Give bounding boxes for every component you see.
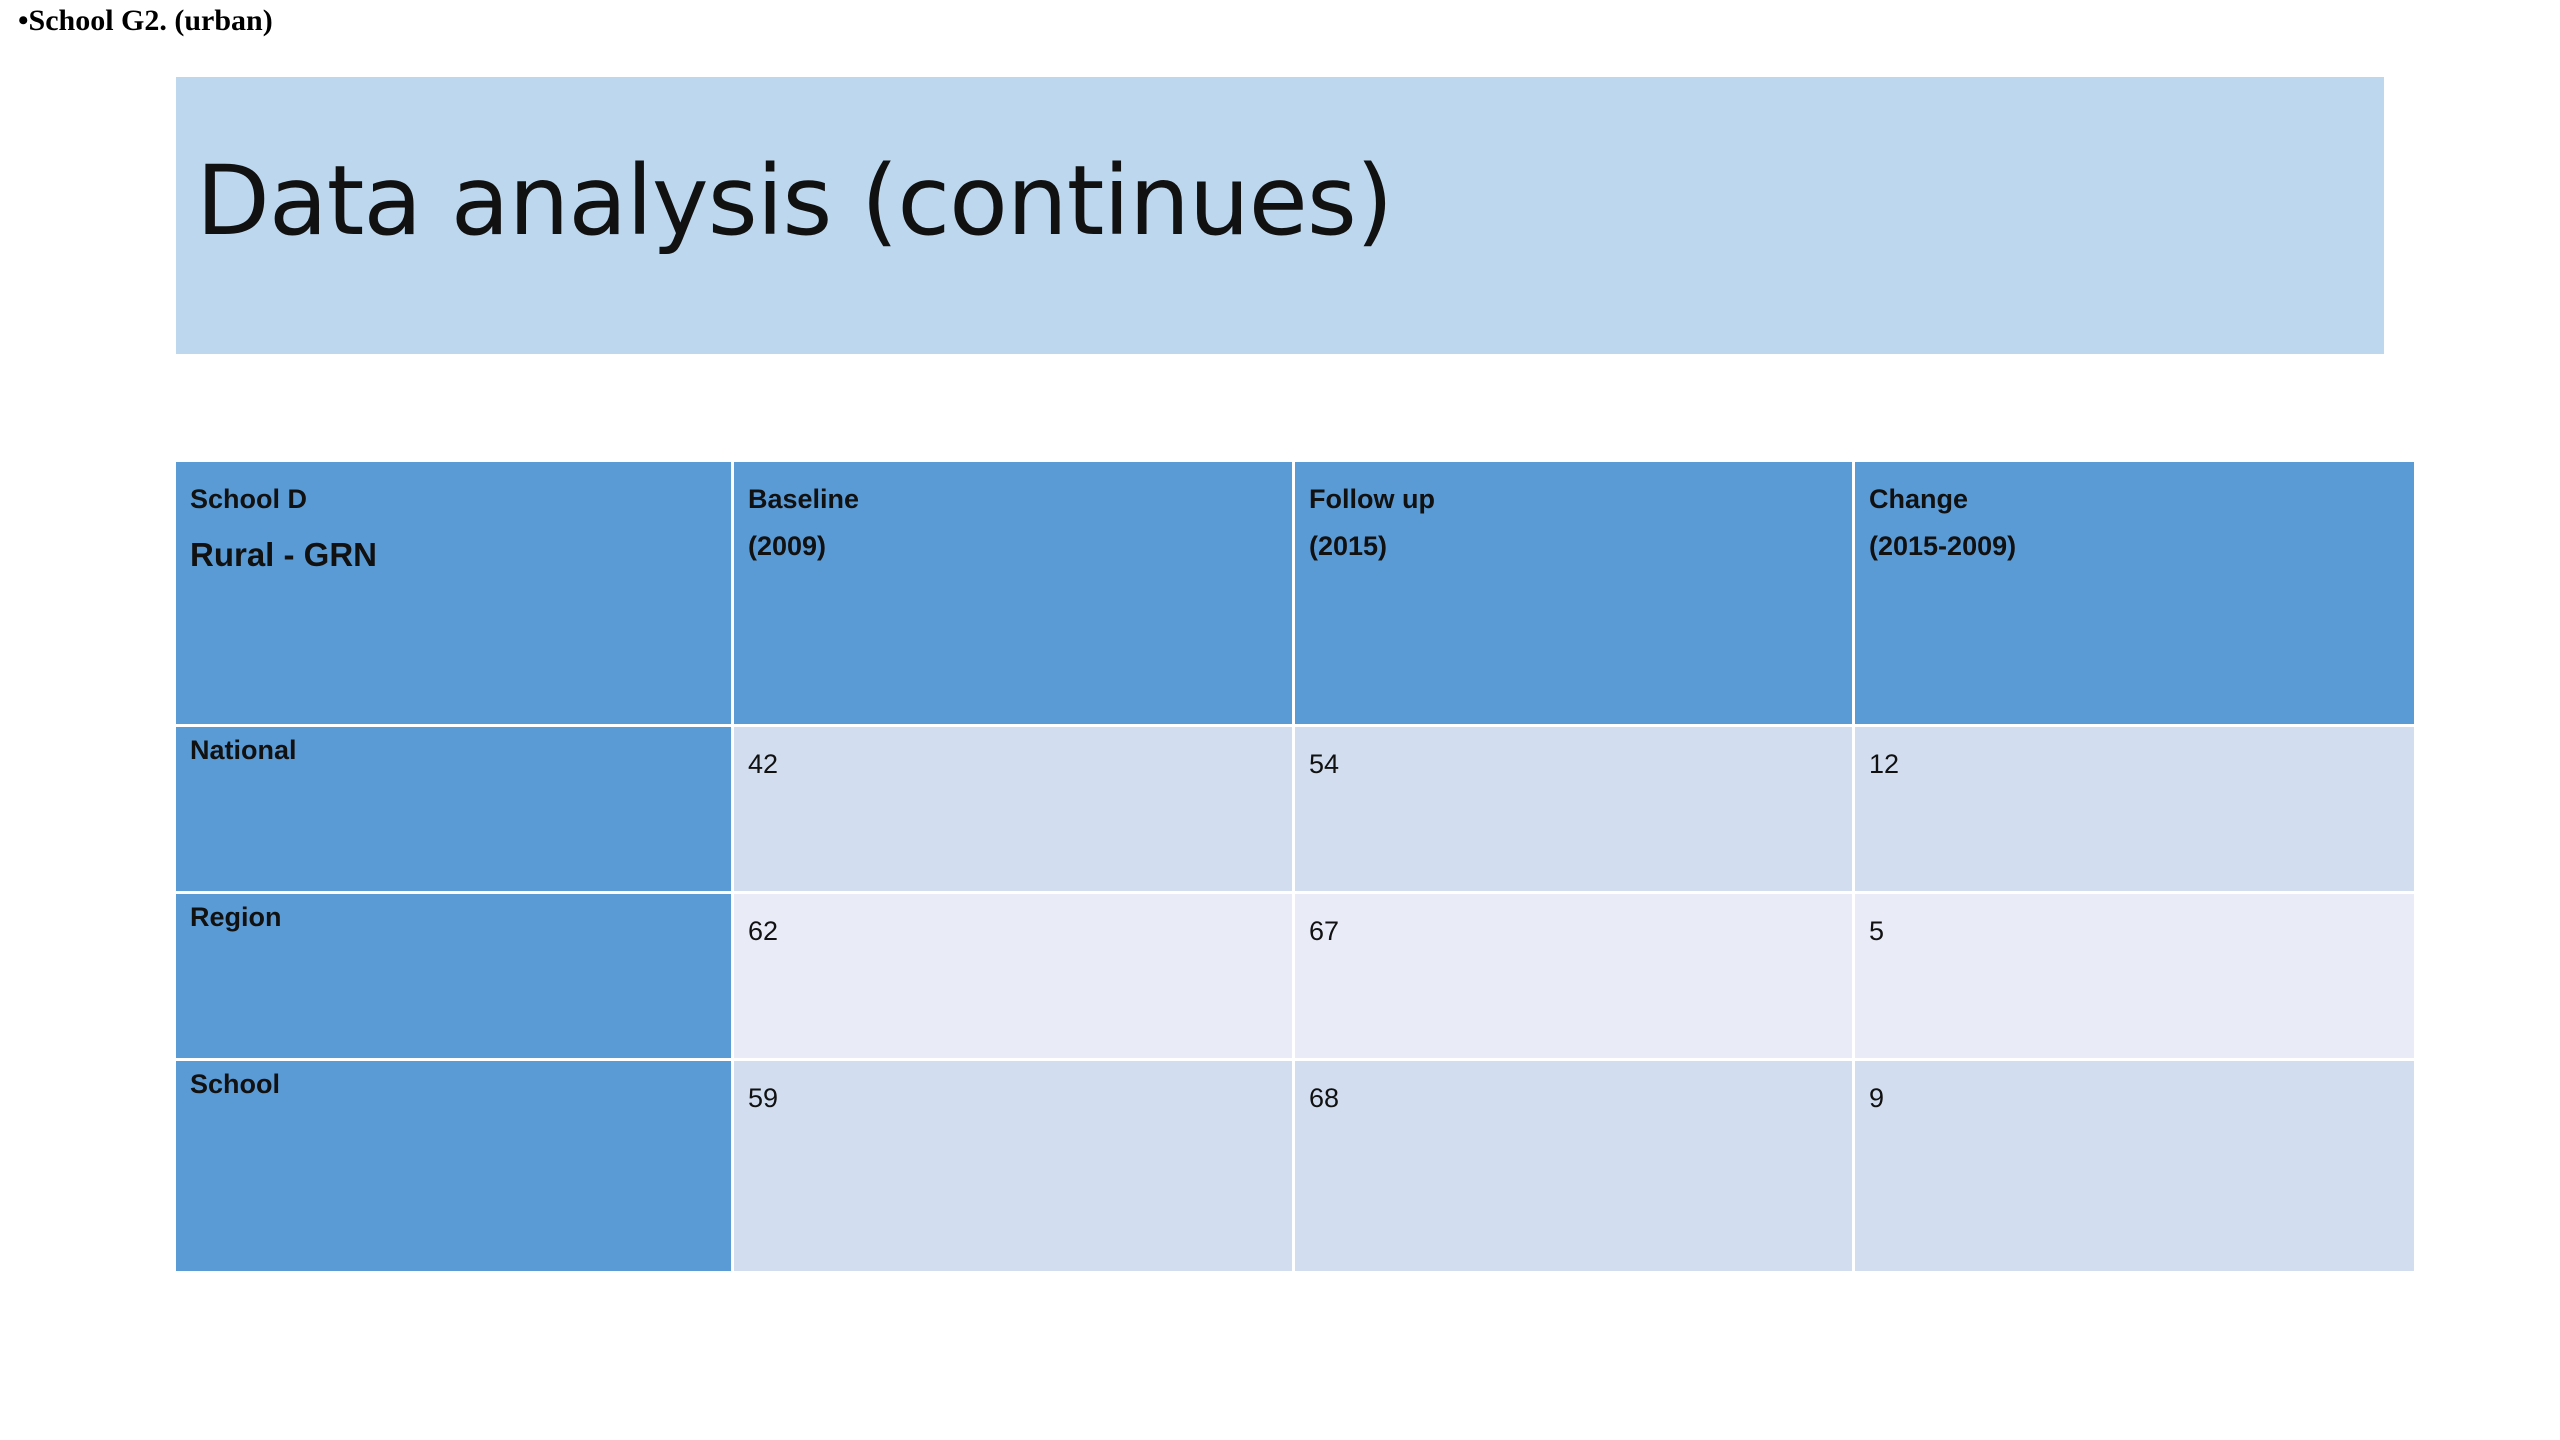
data-cell: 42 — [734, 727, 1292, 891]
row-header: School — [176, 1061, 731, 1271]
data-cell: 62 — [734, 894, 1292, 1058]
header-text: Baseline — [748, 484, 860, 514]
header-cell: Change (2015-2009) — [1855, 462, 2414, 724]
data-cell: 59 — [734, 1061, 1292, 1271]
header-text: School D — [190, 484, 308, 514]
data-cell: 5 — [1855, 894, 2414, 1058]
header-text: Follow up — [1309, 484, 1435, 514]
data-cell: 68 — [1295, 1061, 1852, 1271]
header-cell: School D Rural - GRN — [176, 462, 731, 724]
header-text: (2015) — [1309, 531, 1388, 561]
data-cell: 54 — [1295, 727, 1852, 891]
header-text: Change — [1869, 484, 1969, 514]
data-cell: 9 — [1855, 1061, 2414, 1271]
header-cell: Follow up (2015) — [1295, 462, 1852, 724]
title-box: Data analysis (continues) — [176, 77, 2384, 354]
note: •School G2. (urban) — [18, 4, 273, 37]
slide-title: Data analysis (continues) — [196, 145, 1393, 257]
row-header: Region — [176, 894, 731, 1058]
header-text: (2009) — [748, 531, 827, 561]
header-text: (2015-2009) — [1869, 531, 2017, 561]
row-header: National — [176, 727, 731, 891]
data-cell: 12 — [1855, 727, 2414, 891]
header-cell: Baseline (2009) — [734, 462, 1292, 724]
data-cell: 67 — [1295, 894, 1852, 1058]
table: School D Rural - GRN Baseline (2009) Follow … — [176, 462, 2414, 1271]
header-text: Rural - GRN — [190, 536, 378, 573]
